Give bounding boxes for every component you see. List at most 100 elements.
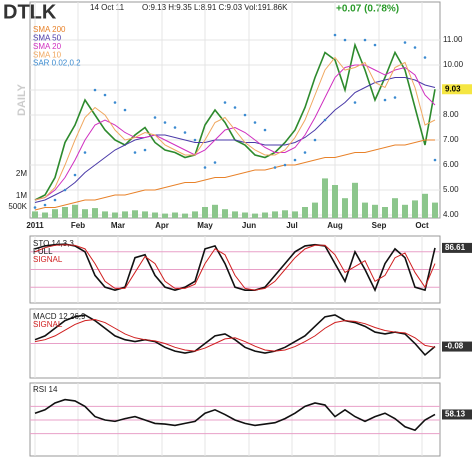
volume-bar: [282, 210, 288, 218]
sar-dot: [243, 113, 247, 117]
sar-dot: [233, 106, 237, 109]
sar-dot: [33, 206, 37, 209]
sar-dot: [393, 96, 397, 99]
volume-bar: [232, 211, 238, 218]
legend-entry: SAR 0.02,0.2: [33, 59, 81, 68]
interval-watermark: DAILY: [16, 83, 28, 116]
x-tick-label: Apr: [155, 221, 169, 230]
volume-bar: [52, 209, 58, 218]
volume-bar: [202, 207, 208, 218]
volume-bar: [372, 204, 378, 218]
last-value-box: [442, 409, 472, 420]
volume-bar: [62, 207, 68, 218]
volume-bar: [272, 211, 278, 218]
sar-dot: [163, 121, 167, 124]
x-tick-label: Aug: [327, 221, 343, 230]
volume-bar: [162, 213, 168, 218]
x-tick-label: Oct: [415, 221, 429, 230]
sar-dot: [413, 46, 417, 49]
panel-title: MACD 12,26,9: [33, 312, 86, 321]
volume-bar: [422, 193, 428, 218]
sar-dot: [383, 98, 387, 102]
volume-bar: [112, 212, 118, 218]
symbol: DTLK: [3, 1, 57, 23]
volume-bar: [342, 198, 348, 218]
y-tick-label: 8.00: [443, 110, 459, 119]
legend-entry: SMA 20: [33, 42, 62, 51]
volume-bar: [92, 208, 98, 218]
sar-dot: [433, 158, 437, 162]
volume-bar: [352, 182, 358, 218]
last-value-box: [442, 84, 472, 95]
volume-bar: [302, 207, 308, 218]
x-tick-label: May: [197, 221, 213, 230]
sar-dot: [53, 198, 57, 202]
y-tick-label: 500K: [8, 202, 27, 211]
volume-bar: [392, 198, 398, 218]
last-value-box: [442, 341, 472, 352]
sar-dot: [313, 138, 317, 142]
legend-entry: SMA 200: [33, 25, 66, 34]
sar-dot: [293, 158, 297, 162]
last-value-label: 86.61: [445, 243, 466, 252]
sar-dot: [363, 38, 367, 42]
sar-dot: [213, 161, 217, 164]
volume-bar: [102, 211, 108, 218]
volume-bar: [262, 212, 268, 218]
y-tick-label: 4.00: [443, 210, 459, 219]
sar-dot: [423, 56, 427, 59]
ohlc: O:9.13 H:9.35 L:8.91 C:9.03 Vol:191.86K: [142, 3, 288, 12]
legend-entry: SIGNAL: [33, 255, 63, 264]
last-value-label: 58.13: [445, 410, 466, 419]
panel-title: RSI 14: [33, 385, 58, 394]
volume-bar: [402, 204, 408, 218]
date: 14 Oct 11: [90, 3, 125, 12]
volume-bar: [292, 211, 298, 218]
indicator-line: [34, 56, 436, 201]
sar-dot: [263, 128, 267, 132]
volume-bar: [42, 212, 48, 218]
volume-bar: [32, 211, 38, 218]
sar-dot: [63, 188, 67, 192]
sar-dot: [143, 148, 147, 152]
y-tick-label: 7.00: [443, 135, 459, 144]
volume-bar: [242, 212, 248, 218]
sar-dot: [303, 151, 307, 154]
volume-bar: [312, 202, 318, 218]
legend-entry: SIGNAL: [33, 320, 63, 329]
sar-dot: [353, 101, 357, 104]
sar-dot: [103, 93, 107, 97]
main-line: [34, 243, 436, 293]
indicator-line: [34, 139, 435, 211]
sar-dot: [153, 116, 157, 119]
volume-bar: [412, 200, 418, 218]
indicator-line: [34, 64, 436, 201]
sar-dot: [333, 33, 337, 37]
volume-bar: [432, 202, 438, 218]
sar-dot: [253, 121, 257, 124]
last-value-label: -0.08: [445, 342, 464, 351]
sar-dot: [173, 126, 177, 129]
sar-dot: [113, 101, 117, 104]
last-value-label: 9.03: [445, 84, 461, 93]
x-tick-label: 2011: [26, 221, 44, 230]
y-tick-label: 5.00: [443, 185, 459, 194]
sar-dot: [83, 151, 87, 154]
sar-dot: [323, 118, 327, 122]
sar-dot: [183, 131, 187, 134]
main-line: [34, 398, 436, 432]
x-tick-label: Sep: [372, 221, 387, 230]
y-tick-label: 6.00: [443, 160, 459, 169]
sar-dot: [93, 88, 97, 92]
y-tick-label: 10.00: [443, 60, 464, 69]
sar-dot: [403, 41, 407, 44]
sar-dot: [283, 163, 287, 167]
volume-bar: [192, 211, 198, 218]
legend-entry: FULL: [33, 247, 53, 256]
volume-bar: [172, 212, 178, 218]
volume-bar: [82, 209, 88, 218]
x-tick-label: Feb: [71, 221, 85, 230]
y-tick-label: 11.00: [443, 35, 463, 44]
indicator-line: [34, 244, 436, 291]
